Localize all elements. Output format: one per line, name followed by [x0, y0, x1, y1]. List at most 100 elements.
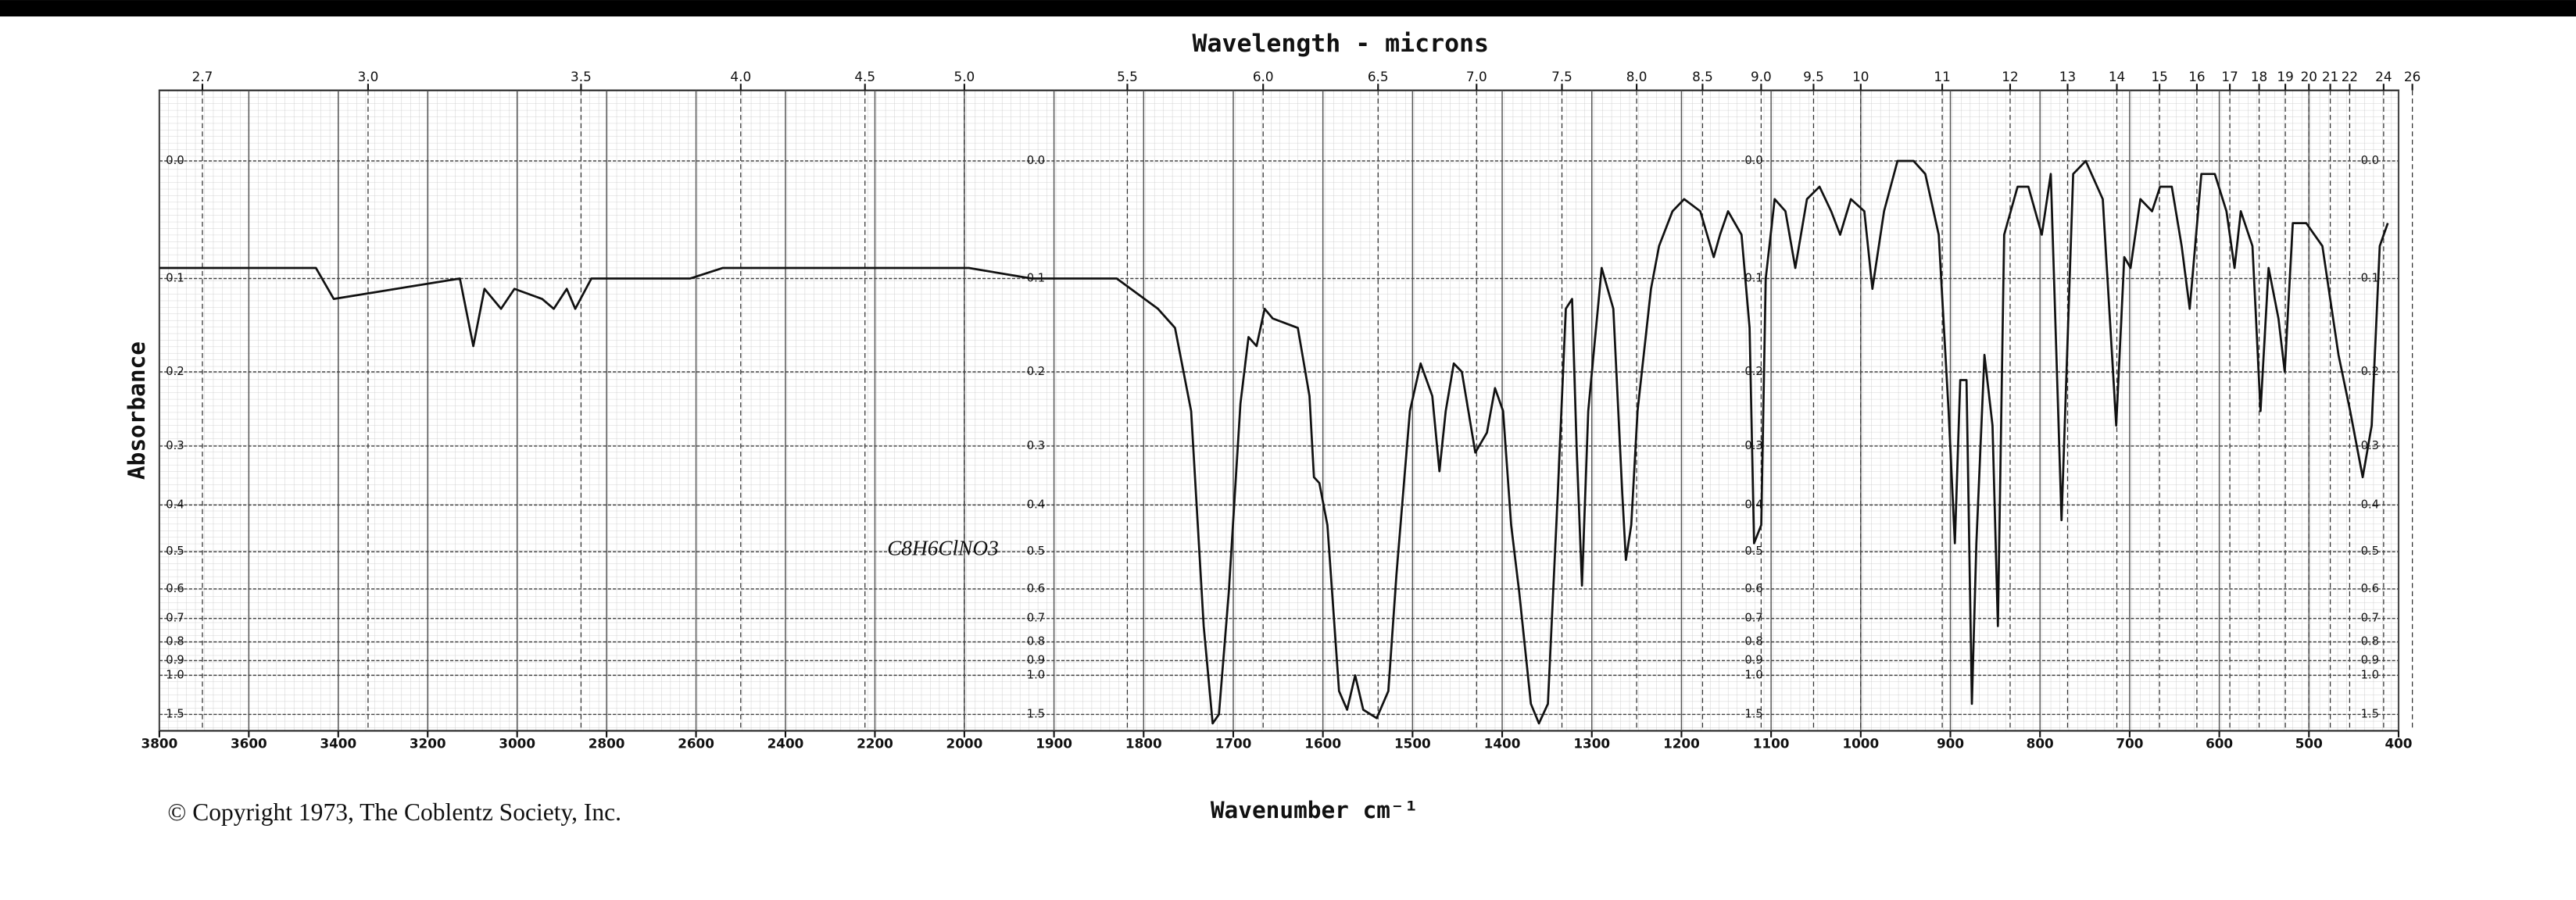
- x-tick-label: 3600: [231, 735, 267, 751]
- y-tick-label: 0.2: [1027, 365, 1045, 378]
- x-tick-label: 1400: [1484, 735, 1521, 751]
- y-tick-label: 0.8: [1744, 635, 1762, 648]
- x2-tick-label: 6.0: [1253, 69, 1274, 84]
- x-tick-label: 500: [2295, 735, 2323, 751]
- x2-tick-label: 4.5: [854, 69, 875, 84]
- x2-tick-label: 6.5: [1368, 69, 1389, 84]
- y-tick-label: 0.6: [1027, 582, 1045, 595]
- y-tick-label: 0.4: [166, 498, 184, 511]
- y-tick-label: 0.6: [1744, 582, 1762, 595]
- x-tick-label: 1800: [1125, 735, 1162, 751]
- y-tick-label: 0.8: [1027, 635, 1045, 648]
- x2-tick-label: 14: [2109, 69, 2125, 84]
- y-tick-label: 0.0: [166, 154, 184, 167]
- x-tick-label: 600: [2206, 735, 2233, 751]
- x-tick-label: 900: [1937, 735, 1964, 751]
- x-tick-label: 1700: [1215, 735, 1252, 751]
- x2-tick-label: 9.0: [1751, 69, 1772, 84]
- y-tick-label: 0.5: [166, 545, 184, 558]
- grid: 3800 3600 3400 3200 3000 2800 2600 2400 2200 2000…: [141, 69, 2421, 751]
- y-tick-label: 1.0: [166, 668, 184, 681]
- y-tick-label: 0.5: [1027, 545, 1045, 558]
- y-tick-label: 0.7: [1744, 612, 1762, 625]
- y-tick-label: 0.9: [2361, 653, 2379, 666]
- y-tick-label: 0.3: [1027, 439, 1045, 452]
- y-tick-label: 0.7: [1027, 612, 1045, 625]
- x-tick-label: 1600: [1304, 735, 1341, 751]
- x-tick-label: 2600: [678, 735, 714, 751]
- formula-annotation: C8H6ClNO3: [887, 536, 999, 559]
- y-tick-label: 0.7: [2361, 612, 2379, 625]
- x-tick-label: 1100: [1753, 735, 1790, 751]
- x-tick-label: 3200: [410, 735, 446, 751]
- x2-tick-label: 16: [2188, 69, 2205, 84]
- y-tick-label: 0.1: [2361, 271, 2379, 284]
- x2-tick-label: 10: [1852, 69, 1869, 84]
- x-tick-label: 2000: [946, 735, 983, 751]
- y-tick-label: 0.2: [166, 365, 184, 378]
- y-tick-label: 1.5: [1027, 707, 1045, 720]
- x2-tick-label: 8.5: [1692, 69, 1713, 84]
- y-tick-label: 0.4: [1027, 498, 1045, 511]
- x2-tick-label: 5.5: [1117, 69, 1138, 84]
- x-tick-label: 400: [2385, 735, 2412, 751]
- x2-tick-label: 17: [2221, 69, 2238, 84]
- y-tick-label: 0.1: [1744, 271, 1762, 284]
- x-tick-label: 800: [2027, 735, 2054, 751]
- y-tick-label: 0.0: [1027, 154, 1045, 167]
- x-tick-label: 2800: [589, 735, 625, 751]
- y-tick-label: 0.8: [166, 635, 184, 648]
- y-tick-label: 0.3: [166, 439, 184, 452]
- x-tick-label: 700: [2116, 735, 2143, 751]
- x-tick-label: 2200: [857, 735, 893, 751]
- plot-area: [158, 89, 2400, 732]
- x2-tick-label: 8.0: [1626, 69, 1648, 84]
- x2-tick-label: 2.7: [192, 69, 213, 84]
- y-tick-label: 1.5: [1744, 707, 1762, 720]
- x-tick-label: 1000: [1842, 735, 1879, 751]
- x-tick-label: 1900: [1036, 735, 1072, 751]
- x2-tick-label: 7.0: [1466, 69, 1487, 84]
- x2-tick-label: 9.5: [1803, 69, 1824, 84]
- x2-tick-label: 19: [2277, 69, 2293, 84]
- x2-tick-label: 22: [2342, 69, 2358, 84]
- x2-tick-label: 3.0: [358, 69, 379, 84]
- x2-tick-label: 13: [2059, 69, 2076, 84]
- x2-tick-label: 21: [2322, 69, 2338, 84]
- x2-tick-label: 24: [2375, 69, 2392, 84]
- y-tick-label: 0.0: [2361, 154, 2379, 167]
- y-tick-label: 0.6: [166, 582, 184, 595]
- y-tick-label: 0.5: [1744, 545, 1762, 558]
- x-tick-label: 3400: [320, 735, 356, 751]
- y-tick-label: 0.7: [166, 612, 184, 625]
- y-tick-label: 0.4: [2361, 498, 2379, 511]
- spectrum-line: [159, 159, 2389, 725]
- chart-title: Wavelength - microns: [1193, 30, 1489, 58]
- y-tick-label: 0.9: [1744, 653, 1762, 666]
- x-tick-label: 1300: [1573, 735, 1610, 751]
- y-tick-label: 0.5: [2361, 545, 2379, 558]
- y-tick-label: 0.0: [1744, 154, 1762, 167]
- x2-tick-label: 7.5: [1551, 69, 1572, 84]
- y-tick-label: 1.5: [2361, 707, 2379, 720]
- x2-tick-label: 15: [2151, 69, 2167, 84]
- y-tick-label: 0.8: [2361, 635, 2379, 648]
- y-tick-label: 1.0: [1027, 668, 1045, 681]
- copyright: © Copyright 1973, The Coblentz Society, …: [167, 798, 621, 826]
- x-tick-label: 3000: [499, 735, 535, 751]
- y-tick-label: 0.3: [2361, 439, 2379, 452]
- y-tick-label: 0.1: [166, 271, 184, 284]
- top-bar: [0, 0, 2576, 17]
- x-tick-label: 3800: [141, 735, 178, 751]
- x-tick-label: 1500: [1394, 735, 1431, 751]
- x2-tick-label: 5.0: [954, 69, 975, 84]
- y-tick-label: 1.5: [166, 707, 184, 720]
- y-tick-label: 0.2: [2361, 365, 2379, 378]
- x2-tick-label: 26: [2404, 69, 2420, 84]
- y-tick-label: 0.9: [1027, 653, 1045, 666]
- y-tick-label: 0.9: [166, 653, 184, 666]
- x2-tick-label: 4.0: [730, 69, 751, 84]
- x-tick-label: 2400: [767, 735, 804, 751]
- x2-tick-label: 11: [1934, 69, 1950, 84]
- y-tick-label: 0.3: [1744, 439, 1762, 452]
